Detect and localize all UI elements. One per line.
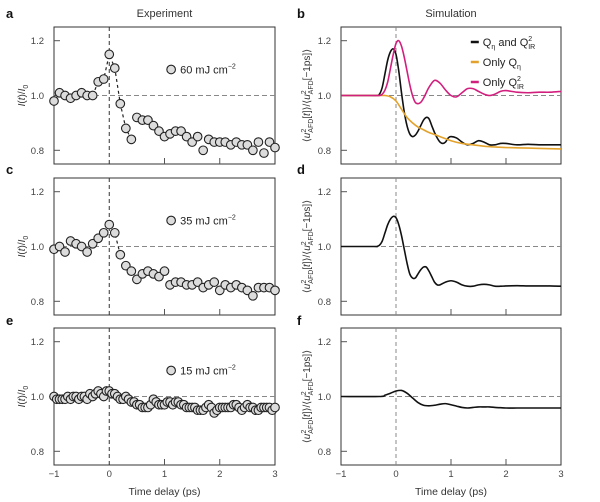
data-point [98, 227, 109, 238]
x-tick-label: 2 [503, 469, 508, 480]
x-axis-label: Time delay (ps) [129, 486, 201, 498]
y-tick-label: 1.0 [318, 242, 331, 253]
y-axis-label: ⟨u2AFD[t]⟩/⟨u2AFD[−1ps]⟩ [301, 49, 315, 142]
panel-e: e 0.8 1.0 1.2 −1 0 1 2 3 Time delay (ps) I(t)/I0 15… [6, 313, 280, 498]
y-tick-label: 0.8 [31, 297, 44, 308]
legend-entry-3: Only Q2 IR [483, 76, 524, 91]
y-axis-label: I(t)/I0 [17, 236, 30, 258]
data-point [109, 63, 120, 73]
panel-label: a [6, 6, 14, 21]
data-point [159, 266, 170, 277]
series-line-3 [341, 39, 562, 105]
legend-marker [166, 365, 176, 376]
panel-d: d 0.8 1.0 1.2⟨u2AFD[t]⟩/⟨u2AFD[−1ps]⟩ [297, 162, 562, 316]
y-tick-label: 0.8 [318, 297, 331, 308]
x-tick-label: 0 [107, 469, 112, 480]
y-tick-label: 1.2 [318, 187, 331, 198]
y-axis-label: I(t)/I0 [17, 85, 30, 107]
panel-label: e [6, 313, 13, 328]
legend-entry-2: Only Qη [483, 57, 521, 71]
x-tick-label: 3 [558, 469, 563, 480]
data-point [87, 90, 98, 101]
data-point [104, 219, 115, 230]
data-point [259, 148, 269, 158]
panel-label: b [297, 6, 305, 21]
panel-label: c [6, 162, 13, 177]
x-tick-label: 3 [272, 469, 277, 480]
data-point [209, 277, 220, 287]
data-point [198, 145, 209, 156]
panel-f: f 0.8 1.0 1.2 −1 0 1 2 3 Time delay (ps) ⟨u2AFD[t]… [297, 313, 564, 498]
x-tick-label: −1 [336, 469, 347, 480]
series-line-2 [341, 94, 562, 150]
data-point [115, 249, 126, 260]
x-axis-label: Time delay (ps) [415, 486, 487, 498]
legend-marker [166, 64, 176, 75]
y-tick-label: 1.2 [318, 36, 331, 47]
series-line-1 [341, 48, 561, 146]
y-tick-label: 0.8 [31, 447, 44, 458]
panel-b: b Simulation 0.8 1.0 1.2⟨u2AFD[t]⟩/⟨u2AFD[−1… [297, 6, 562, 165]
data-point [126, 266, 137, 277]
y-tick-label: 1.0 [31, 91, 44, 102]
y-tick-label: 0.8 [318, 447, 331, 458]
y-tick-label: 1.0 [318, 392, 331, 403]
panel-label: d [297, 162, 305, 177]
series-line-1 [340, 215, 562, 288]
chart-title: Simulation [425, 8, 476, 20]
x-tick-label: 1 [448, 469, 453, 480]
chart-title: Experiment [137, 8, 193, 20]
legend-label: 35 mJ cm−2 [180, 214, 236, 227]
y-tick-label: 0.8 [31, 146, 44, 157]
data-point [60, 247, 70, 257]
x-tick-label: −1 [49, 469, 60, 480]
data-point [126, 134, 137, 145]
series-line-1 [340, 389, 561, 409]
dashed-connector [108, 224, 121, 255]
y-axis-label: ⟨u2AFD[t]⟩/⟨u2AFD[−1ps]⟩ [301, 200, 315, 293]
y-axis-label: I(t)/I0 [17, 386, 30, 408]
data-point [248, 290, 258, 301]
y-tick-label: 1.2 [31, 337, 44, 348]
y-tick-label: 1.2 [318, 337, 331, 348]
x-tick-label: 0 [393, 469, 398, 480]
data-point [270, 402, 280, 413]
y-tick-label: 1.2 [31, 36, 44, 47]
data-point [248, 145, 258, 156]
data-point [253, 137, 264, 147]
panel-a: a Experiment 0.8 1.0 1.2 I(t)/I0 60 mJ cm−2 [6, 6, 280, 165]
y-tick-label: 1.0 [31, 242, 44, 253]
data-point [98, 74, 109, 84]
legend-label: 15 mJ cm−2 [180, 364, 236, 377]
data-point [270, 285, 280, 296]
y-tick-label: 0.8 [318, 146, 331, 157]
data-point [270, 142, 280, 153]
legend-marker [166, 215, 176, 226]
data-point [120, 123, 131, 134]
data-point [49, 96, 59, 106]
panel-label: f [297, 313, 302, 328]
legend-entry-1: Qη and Q2 IR [483, 36, 535, 51]
panel-c: c 0.8 1.0 1.2 I(t)/I0 35 mJ cm−2 [6, 162, 280, 316]
data-point [115, 98, 126, 109]
x-tick-label: 2 [217, 469, 222, 480]
data-point [104, 49, 115, 60]
y-tick-label: 1.0 [31, 392, 44, 403]
legend-text: 15 mJ cm [180, 365, 228, 377]
y-axis-label: ⟨u2AFD[t]⟩/⟨u2AFD[−1ps]⟩ [301, 350, 315, 443]
x-tick-label: 1 [162, 469, 167, 480]
data-point [82, 247, 92, 257]
legend-text: 35 mJ cm [180, 215, 228, 227]
data-point [192, 131, 203, 142]
y-tick-label: 1.2 [31, 187, 44, 198]
data-point [109, 227, 120, 238]
legend-text: 60 mJ cm [180, 64, 228, 76]
y-tick-label: 1.0 [318, 91, 331, 102]
legend-label: 60 mJ cm−2 [180, 63, 236, 76]
